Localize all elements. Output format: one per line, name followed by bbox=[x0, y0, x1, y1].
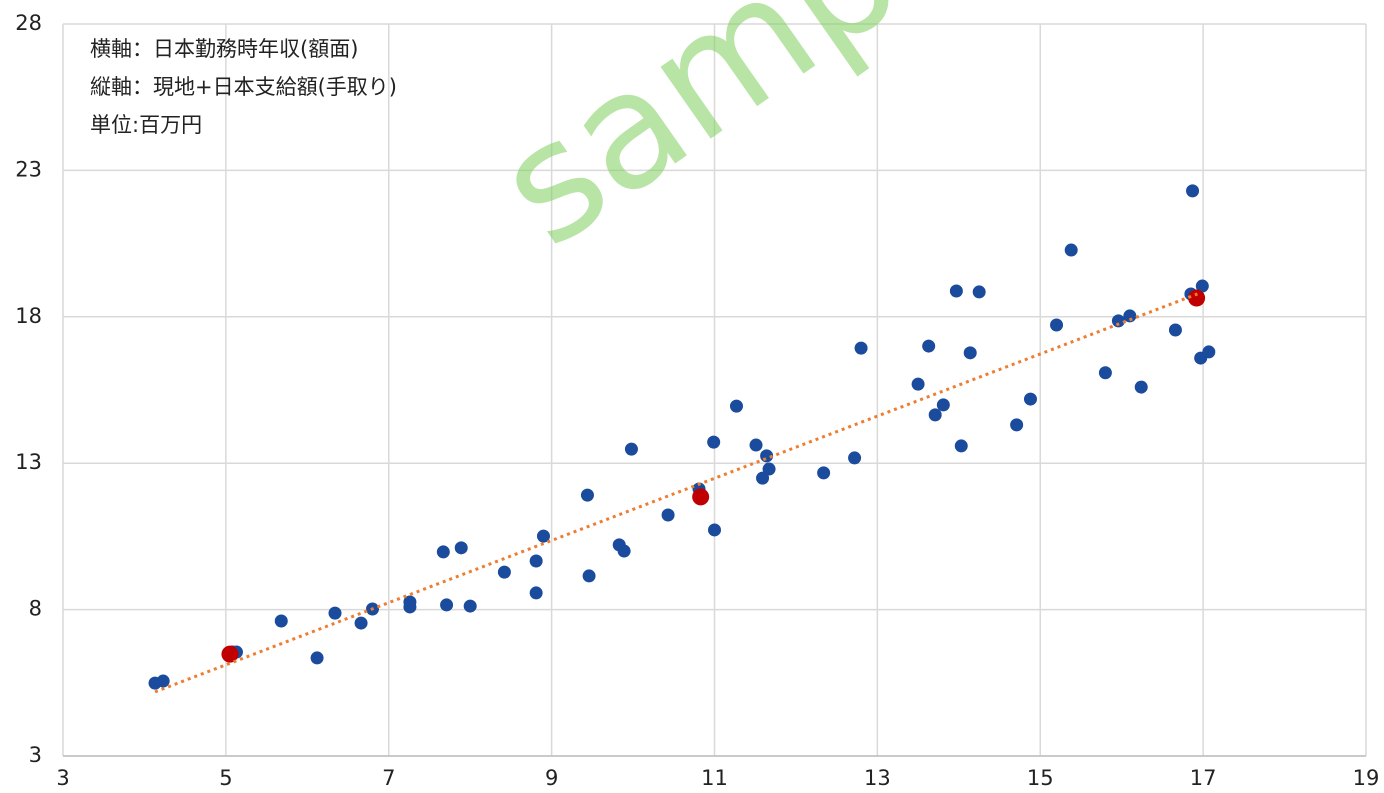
point bbox=[274, 614, 288, 628]
point bbox=[536, 529, 550, 543]
point bbox=[708, 523, 721, 537]
point bbox=[922, 339, 936, 353]
x-tick-label: 19 bbox=[1353, 766, 1380, 790]
point bbox=[1050, 318, 1064, 332]
point bbox=[1111, 314, 1125, 328]
point bbox=[661, 508, 675, 522]
point bbox=[1195, 279, 1209, 293]
point bbox=[1010, 418, 1024, 432]
point bbox=[1123, 309, 1137, 323]
point bbox=[310, 651, 324, 665]
point bbox=[1064, 243, 1078, 257]
trendline bbox=[154, 292, 1198, 694]
x-tick-label: 5 bbox=[219, 766, 232, 790]
point bbox=[221, 645, 239, 663]
x-tick-label: 13 bbox=[864, 766, 891, 790]
point bbox=[1168, 323, 1182, 337]
grid bbox=[62, 23, 1367, 757]
point bbox=[1134, 380, 1148, 394]
point bbox=[928, 408, 942, 422]
point bbox=[580, 488, 594, 502]
point bbox=[1023, 392, 1037, 406]
point bbox=[354, 616, 368, 630]
point bbox=[497, 565, 511, 579]
point bbox=[1186, 184, 1200, 198]
point bbox=[817, 466, 831, 480]
y-tick-label: 28 bbox=[15, 11, 42, 35]
point bbox=[936, 398, 950, 412]
y-tick-label: 18 bbox=[15, 304, 42, 328]
point bbox=[156, 674, 170, 688]
point bbox=[756, 471, 770, 485]
point bbox=[848, 451, 862, 465]
point bbox=[963, 346, 977, 360]
annotation: 縦軸：現地+日本支給額(手取り) bbox=[90, 75, 397, 99]
y-tick-label: 8 bbox=[29, 597, 42, 621]
point bbox=[463, 599, 477, 613]
x-tick-label: 17 bbox=[1190, 766, 1217, 790]
point bbox=[1188, 289, 1206, 307]
annotation: 単位:百万円 bbox=[90, 113, 202, 137]
x-tick-label: 11 bbox=[701, 766, 728, 790]
point bbox=[328, 606, 342, 620]
point bbox=[1202, 345, 1216, 359]
y-tick-label: 23 bbox=[15, 157, 42, 181]
point bbox=[729, 399, 743, 413]
point bbox=[749, 438, 763, 452]
point bbox=[1098, 366, 1112, 380]
point bbox=[440, 598, 454, 612]
x-tick-label: 3 bbox=[56, 766, 69, 790]
point bbox=[707, 435, 721, 449]
point bbox=[436, 545, 450, 559]
x-tick-label: 15 bbox=[1027, 766, 1054, 790]
point bbox=[454, 541, 468, 555]
point bbox=[911, 377, 925, 391]
y-tick-label: 13 bbox=[15, 450, 42, 474]
x-tick-label: 7 bbox=[382, 766, 395, 790]
point bbox=[617, 544, 631, 558]
x-tick-label: 9 bbox=[545, 766, 558, 790]
point bbox=[854, 341, 868, 355]
marks bbox=[148, 184, 1216, 694]
point bbox=[692, 488, 710, 506]
point bbox=[529, 586, 543, 600]
point bbox=[972, 285, 986, 299]
point bbox=[403, 600, 417, 614]
point bbox=[624, 442, 638, 456]
annotation: 横軸：日本勤務時年収(額面) bbox=[90, 37, 358, 61]
point bbox=[582, 569, 596, 583]
point bbox=[949, 284, 963, 298]
point bbox=[762, 462, 776, 476]
point bbox=[954, 439, 968, 453]
y-tick-label: 3 bbox=[29, 743, 42, 767]
point bbox=[529, 554, 543, 568]
